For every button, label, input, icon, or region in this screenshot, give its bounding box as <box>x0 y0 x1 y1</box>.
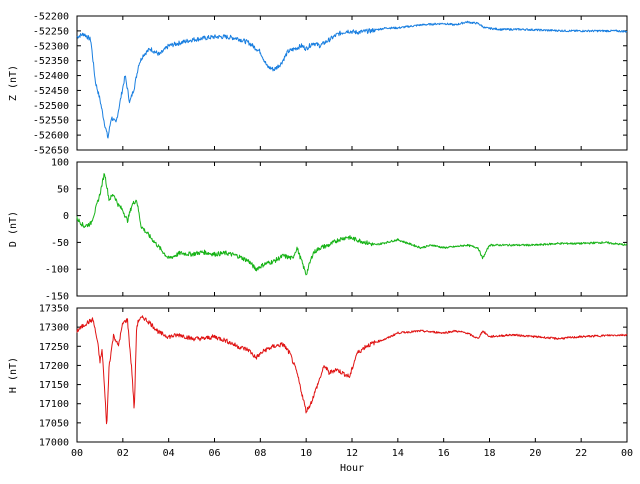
y-tick-label: -52300 <box>33 41 69 52</box>
x-axis-label: Hour <box>340 463 364 474</box>
x-tick-label: 08 <box>254 448 266 459</box>
y-tick-label: -150 <box>45 292 69 303</box>
y-tick-label: -100 <box>45 265 69 276</box>
series-line-h <box>76 315 628 425</box>
y-tick-label: 50 <box>57 184 69 195</box>
x-tick-label: 06 <box>208 448 220 459</box>
y-tick-label: -52250 <box>33 26 69 37</box>
x-tick-label: 18 <box>483 448 495 459</box>
y-tick-label: -52600 <box>33 131 69 142</box>
x-tick-label: 14 <box>392 448 404 459</box>
x-tick-label: 02 <box>117 448 129 459</box>
y-tick-label: -50 <box>51 238 69 249</box>
y-tick-label: -52500 <box>33 101 69 112</box>
y-tick-label: -52550 <box>33 116 69 127</box>
x-tick-label: 20 <box>529 448 541 459</box>
x-tick-label: 16 <box>438 448 450 459</box>
plot-frame <box>76 307 628 443</box>
y-tick-label: -52400 <box>33 71 69 82</box>
y-tick-label: -52450 <box>33 86 69 97</box>
y-tick-label: 17150 <box>39 380 69 391</box>
panel-d: 100 50 0 -50 -100 -150 D (nT) <box>8 158 628 303</box>
series-line-d <box>76 173 628 276</box>
x-tick-label: 00 <box>71 448 83 459</box>
plot-frame <box>76 15 628 151</box>
x-tick-label: 10 <box>300 448 312 459</box>
panel-z: -52200 -52250 -52300 -52350 -52400 -52450 -525… <box>8 12 628 157</box>
y-axis-label: H (nT) <box>8 357 19 393</box>
y-tick-label: -52200 <box>33 12 69 23</box>
x-tick-label: 22 <box>575 448 587 459</box>
y-axis-label: D (nT) <box>8 211 19 247</box>
plot-frame <box>76 161 628 297</box>
x-tick-label: 04 <box>163 448 175 459</box>
y-axis-label: Z (nT) <box>8 65 19 101</box>
y-tick-label: -52350 <box>33 56 69 67</box>
y-tick-label: 17250 <box>39 342 69 353</box>
y-tick-label: 17000 <box>39 438 69 449</box>
y-tick-label: -52650 <box>33 146 69 157</box>
x-tick-label: 12 <box>346 448 358 459</box>
y-tick-label: 17350 <box>39 304 69 315</box>
series-line-z <box>76 20 628 139</box>
y-tick-label: 0 <box>63 211 69 222</box>
y-tick-label: 17100 <box>39 399 69 410</box>
panel-h: 17350 17300 17250 17200 17150 17100 17050 17000… <box>8 304 628 449</box>
x-tick-label: 00 <box>621 448 633 459</box>
y-tick-label: 17200 <box>39 361 69 372</box>
y-tick-label: 100 <box>51 158 69 169</box>
y-tick-label: 17050 <box>39 418 69 429</box>
y-tick-label: 17300 <box>39 323 69 334</box>
